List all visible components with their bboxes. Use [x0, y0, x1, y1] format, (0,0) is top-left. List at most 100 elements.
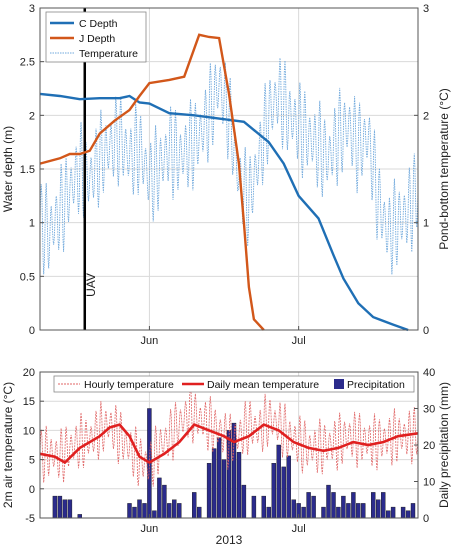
precipitation-bar — [221, 459, 227, 519]
top-axis-ticks: 0 0.5 1 1.5 2 2.5 3 0 1 2 3 Jun Jul — [20, 3, 429, 347]
right-y-tick-label: 0 — [423, 325, 429, 337]
top-legend: C Depth J Depth Temperature — [45, 11, 147, 63]
precipitation-bar — [286, 455, 291, 519]
precipitation-bar — [331, 492, 336, 519]
precipitation-bar — [336, 506, 341, 519]
bottom-axis-ticks: -5 0 5 10 15 20 0 10 20 30 40 Jun Jul — [23, 367, 436, 535]
y-tick-label: 2.5 — [20, 57, 35, 69]
precipitation-bar — [276, 444, 281, 519]
y-tick-label: 0.5 — [20, 271, 35, 283]
precipitation-bar — [172, 499, 177, 519]
precipitation-bar — [251, 495, 257, 519]
precipitation-bar — [271, 463, 276, 519]
bottom-panel: -5 0 5 10 15 20 0 10 20 30 40 Jun Jul 2m air tempera… — [1, 367, 451, 547]
y-tick-label: 1 — [29, 218, 35, 230]
precipitation-bar — [152, 510, 157, 519]
legend-label: Daily mean temperature — [207, 379, 319, 391]
precipitation-bar — [376, 499, 381, 519]
precipitation-bar — [142, 503, 147, 519]
precipitation-bar — [326, 484, 331, 519]
y-tick-label: -5 — [25, 513, 35, 525]
precipitation-bar — [177, 503, 182, 519]
legend-label: Temperature — [79, 48, 138, 60]
precipitation-bar — [211, 448, 217, 519]
precipitation-bar — [241, 484, 247, 519]
precipitation-bar — [371, 492, 376, 519]
top-right-y-axis-label: Pond-bottom temperature (°C) — [437, 88, 451, 250]
right-y-tick-label: 2 — [423, 110, 429, 122]
precipitation-bar — [306, 492, 311, 519]
bottom-right-y-axis-label: Daily precipitation (mm) — [437, 382, 451, 508]
right-y-tick-label: 40 — [423, 367, 435, 379]
top-y-axis-label: Water depth (m) — [1, 126, 15, 212]
precipitation-bar — [266, 506, 271, 519]
x-tick-label: Jun — [141, 523, 159, 535]
precipitation-bar — [231, 422, 237, 519]
precipitation-bar — [410, 503, 416, 519]
bottom-legend: Hourly temperature Daily mean temperature… — [53, 375, 415, 393]
y-tick-label: 1.5 — [20, 164, 35, 176]
precipitation-bar — [386, 510, 391, 519]
x-tick-label: Jul — [292, 523, 306, 535]
precipitation-bar — [381, 492, 386, 519]
precipitation-bar — [162, 484, 167, 519]
y-tick-label: 10 — [23, 425, 35, 437]
precipitation-bar — [236, 452, 242, 519]
hourly-temperature-line — [39, 385, 419, 487]
right-y-tick-label: 30 — [423, 404, 435, 416]
x-tick-label: Jul — [292, 335, 306, 347]
legend-box — [53, 375, 415, 393]
legend-swatch — [334, 379, 344, 389]
bottom-series — [39, 385, 419, 519]
precipitation-bar — [356, 503, 361, 519]
precipitation-bar — [216, 437, 222, 519]
legend-label: Precipitation — [347, 379, 405, 391]
y-tick-label: 20 — [23, 367, 35, 379]
y-tick-label: 0 — [29, 484, 35, 496]
precipitation-bar — [127, 503, 132, 519]
precipitation-bar — [311, 495, 316, 519]
precipitation-bar — [390, 506, 396, 519]
right-y-tick-label: 3 — [423, 3, 429, 15]
y-tick-label: 5 — [29, 455, 35, 467]
uav-annotation: UAV — [84, 273, 98, 297]
y-tick-label: 15 — [23, 396, 35, 408]
precipitation-bar — [52, 495, 58, 519]
legend-label: J Depth — [79, 33, 115, 45]
precipitation-bar — [346, 503, 351, 519]
precipitation-bar — [77, 514, 83, 519]
precipitation-bar — [67, 499, 73, 519]
precipitation-bar — [196, 506, 202, 519]
legend-label: Hourly temperature — [84, 379, 174, 391]
precipitation-bar — [157, 477, 162, 519]
precipitation-bar — [291, 499, 296, 519]
precipitation-bar — [57, 495, 63, 519]
precipitation-bar — [341, 495, 346, 519]
precipitation-bar — [351, 492, 356, 519]
c-depth-series-line — [39, 92, 409, 332]
precipitation-bar — [400, 506, 406, 519]
precipitation-bar — [132, 506, 137, 519]
precipitation-bar — [361, 503, 366, 519]
j-depth-series-line — [39, 33, 265, 331]
legend-label: C Depth — [79, 18, 118, 30]
precipitation-bar — [301, 506, 306, 519]
bottom-y-axis-label: 2m air temperature (°C) — [1, 382, 15, 508]
right-y-tick-label: 10 — [423, 477, 435, 489]
precipitation-bar — [206, 463, 212, 519]
precipitation-bar — [405, 510, 411, 519]
precipitation-bar — [321, 506, 326, 519]
precipitation-bar — [167, 503, 172, 519]
right-y-tick-label: 0 — [423, 513, 429, 525]
y-tick-label: 3 — [29, 3, 35, 15]
right-y-tick-label: 20 — [423, 440, 435, 452]
y-tick-label: 0 — [29, 325, 35, 337]
daily-mean-temperature-line — [39, 423, 419, 465]
y-tick-label: 2 — [29, 110, 35, 122]
bottom-x-axis-label: 2013 — [216, 533, 243, 547]
precipitation-bar — [137, 499, 142, 519]
right-y-tick-label: 1 — [423, 218, 429, 230]
precipitation-bar — [281, 466, 286, 519]
